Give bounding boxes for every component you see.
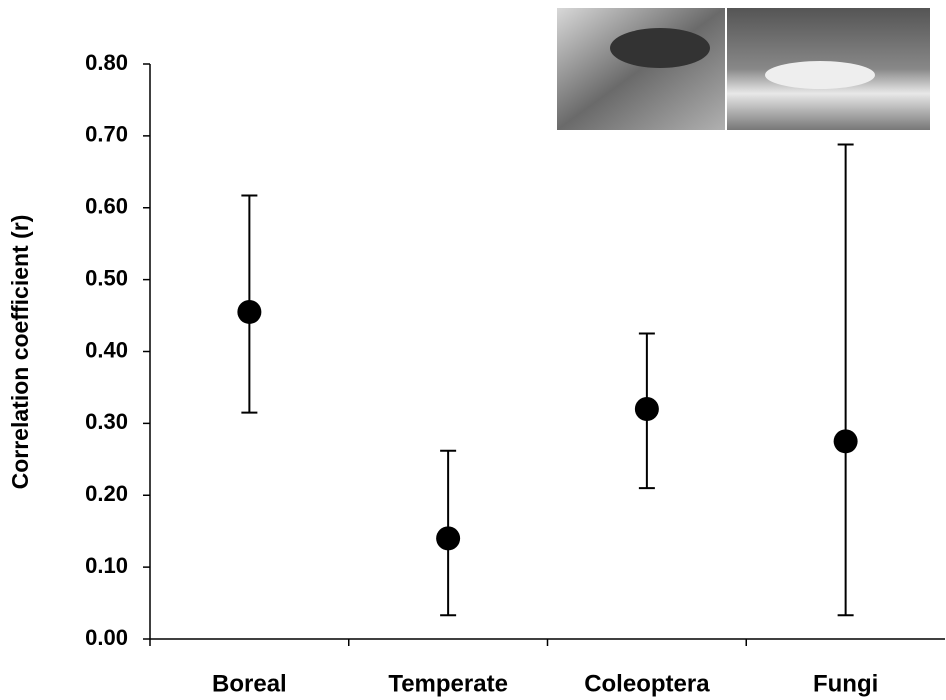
point — [634, 397, 659, 421]
y-tick-label: 0.60 — [85, 194, 128, 219]
y-tick-label: 0.50 — [85, 265, 128, 290]
y-axis-label: Correlation coefficient (r) — [7, 215, 33, 490]
y-tick-label: 0.70 — [85, 122, 128, 147]
y-tick-label: 0.30 — [85, 409, 128, 434]
y-tick-label: 0.20 — [85, 481, 128, 506]
x-tick-label: Fungi — [813, 670, 878, 697]
beetle-photo — [557, 8, 725, 130]
y-tick-label: 0.40 — [85, 337, 128, 362]
point — [237, 299, 262, 324]
x-tick-label: Boreal — [212, 670, 287, 697]
x-tick-label: Coleoptera — [584, 670, 710, 697]
y-tick-label: 0.10 — [85, 553, 128, 578]
x-tick-label: Temperate — [388, 670, 508, 697]
y-tick-label: 0.80 — [85, 50, 128, 75]
fungi-shape — [765, 61, 875, 89]
y-tick-label: 0.00 — [85, 625, 128, 650]
point — [833, 429, 858, 454]
point — [436, 526, 461, 551]
beetle-shape — [610, 28, 710, 68]
